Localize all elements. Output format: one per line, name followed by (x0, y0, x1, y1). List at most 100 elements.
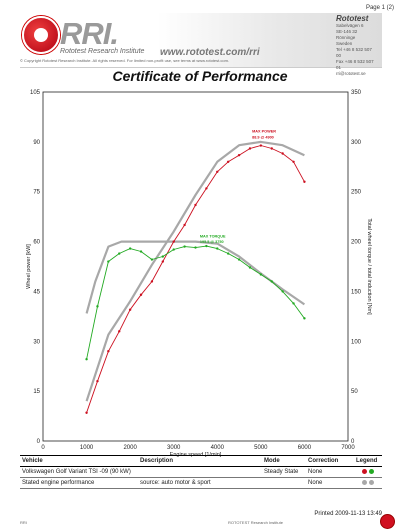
plot-frame (42, 91, 349, 442)
header-mode: Mode (264, 458, 280, 464)
footer-mid-text: ROTOTEST Research Institute (228, 520, 283, 525)
y-axis-label: Wheel power [kW] (26, 244, 32, 289)
legend-header-row: Vehicle Description Mode Correction Lege… (20, 455, 382, 467)
x-tick-label: 0 (41, 445, 45, 451)
series-point (128, 247, 132, 250)
y-tick-label: 60 (33, 240, 40, 246)
y2-tick-label: 300 (351, 140, 362, 146)
chart-annotation: 195.5 @ 3750 (200, 240, 224, 244)
row-description: source: auto motor & sport (140, 480, 211, 486)
y2-tick-label: 200 (351, 240, 362, 246)
y-tick-label: 15 (33, 389, 40, 395)
series-point (139, 250, 143, 253)
header-banner (20, 13, 382, 68)
series-point (270, 147, 273, 150)
series-point (259, 144, 263, 147)
series-point (139, 293, 143, 296)
series-point (237, 153, 241, 157)
stated-series-line (85, 140, 305, 402)
series-point (183, 245, 186, 248)
legend-dot-stated-power (362, 480, 367, 485)
certificate-title: Certificate of Performance (112, 68, 288, 84)
chart-annotation: MAX TORQUE (200, 235, 226, 239)
seal-center (34, 28, 48, 42)
contact-block: Rototest Sabelvägen 6 SE-146 32 Rönninge… (336, 15, 376, 77)
row-correction: None (308, 469, 323, 475)
brand-name: Rototest Research Institute (60, 48, 145, 55)
y2-axis-label: Total wheel torque / total induction [Nm… (366, 218, 372, 315)
series-point (248, 147, 252, 150)
contact-line: rri@rototest.se (336, 71, 366, 76)
y2-tick-label: 150 (351, 289, 362, 295)
y2-tick-label: 100 (351, 339, 362, 345)
website-link[interactable]: www.rototest.com/rri (160, 47, 260, 58)
y-tick-label: 90 (33, 140, 40, 146)
contact-line: Sweden (336, 41, 353, 46)
series-point (281, 152, 284, 155)
rototest-seal-logo (22, 16, 60, 54)
x-tick-label: 6000 (298, 445, 312, 451)
y-tick-label: 75 (33, 190, 40, 196)
series-point (226, 252, 230, 255)
contact-line: Tel +46 8 532 507 00 (336, 47, 372, 58)
row-correction: None (308, 480, 323, 486)
series-point (226, 160, 230, 163)
legend-table: Vehicle Description Mode Correction Lege… (20, 455, 382, 489)
series-point (107, 350, 110, 353)
series-point (194, 203, 197, 207)
x-tick-label: 4000 (211, 445, 225, 451)
series-point (96, 379, 99, 383)
y2-tick-label: 250 (351, 190, 362, 196)
row-legend-dots (360, 469, 374, 475)
row-vehicle: Stated engine performance (22, 480, 95, 486)
y-tick-label: 105 (30, 90, 41, 96)
x-tick-label: 2000 (123, 445, 137, 451)
chart-series (85, 140, 306, 414)
header-correction: Correction (308, 458, 339, 464)
y2-tick-label: 0 (351, 439, 355, 445)
series-point (216, 170, 219, 173)
series-point (237, 258, 241, 261)
series-point (205, 187, 208, 190)
series-point (150, 280, 154, 283)
x-tick-label: 5000 (254, 445, 268, 451)
row-mode: Steady State (264, 469, 299, 475)
chart-annotation: MAX POWER (252, 130, 276, 134)
series-point (118, 330, 121, 333)
series-point (292, 302, 295, 305)
y2-tick-label: 50 (351, 389, 358, 395)
series-point (85, 358, 88, 361)
chart-axes (42, 91, 349, 442)
series-point (107, 260, 110, 263)
series-point (96, 305, 99, 308)
series-point (118, 252, 121, 255)
footer-left-text: RRI (20, 520, 27, 525)
legend-dot-torque (369, 469, 374, 474)
series-point (216, 247, 219, 250)
legend-row: Stated engine performance source: auto m… (20, 478, 382, 489)
x-tick-label: 3000 (167, 445, 181, 451)
footer-seal-logo (380, 514, 395, 529)
series-point (205, 244, 208, 248)
brand-logo: RRI. (60, 16, 119, 51)
y-tick-label: 45 (33, 289, 40, 295)
series-point (259, 273, 263, 276)
series-point (292, 160, 295, 163)
row-legend-dots (360, 480, 374, 486)
series-point (270, 280, 273, 283)
legend-dot-power (362, 469, 367, 474)
header-legend: Legend (356, 458, 378, 464)
series-point (150, 258, 154, 261)
series-point (161, 260, 165, 263)
series-point (194, 246, 197, 249)
y-tick-label: 30 (33, 339, 40, 345)
series-point (281, 290, 284, 293)
series-point (303, 317, 306, 320)
series-point (303, 180, 306, 183)
chart-annotation: 88.9 @ 4900 (252, 136, 274, 140)
copyright-notice: © Copyright Rototest Research Institute.… (20, 58, 230, 63)
x-tick-label: 1000 (80, 445, 94, 451)
y2-tick-label: 350 (351, 90, 362, 96)
legend-row: Volkswagen Golf Variant TSI -09 (90 kW) … (20, 467, 382, 478)
